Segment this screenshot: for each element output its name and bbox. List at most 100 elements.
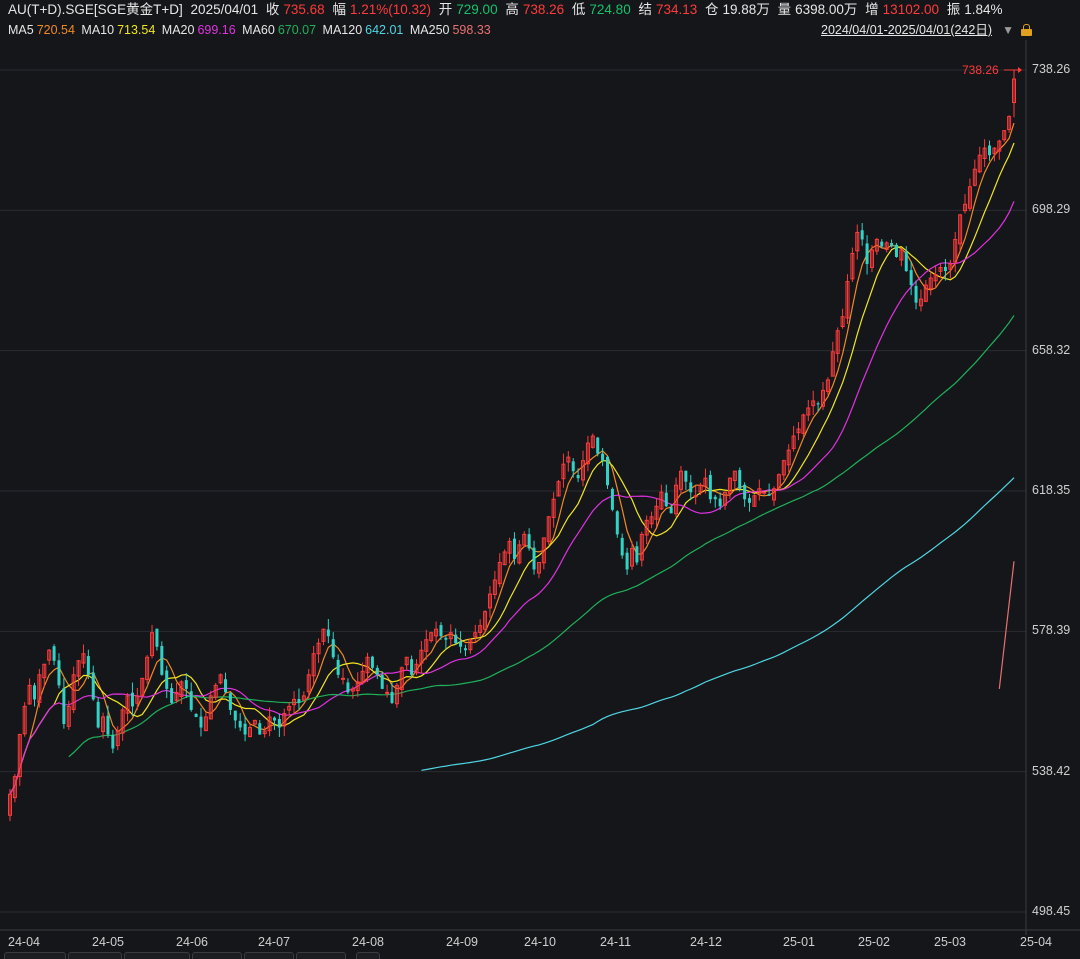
candle-body-up xyxy=(292,698,297,706)
symbol-name[interactable]: AU(T+D).SGE[SGE黄金T+D] xyxy=(8,2,183,17)
candle-body-up xyxy=(698,484,703,493)
candle-body-up xyxy=(639,533,644,561)
candle-body-down xyxy=(904,251,908,272)
quote-header: AU(T+D).SGE[SGE黄金T+D] 2025/04/01 收 735.68… xyxy=(0,0,1080,20)
candle-body-up xyxy=(365,656,370,674)
candle-body-down xyxy=(277,719,281,728)
candle-body-down xyxy=(62,688,66,724)
candle-body-up xyxy=(551,498,556,518)
candle-body-up xyxy=(27,684,32,705)
candle-body-down xyxy=(165,670,169,689)
candle-body-up xyxy=(404,656,409,666)
ma-line-ma120 xyxy=(421,477,1015,771)
candle-body-up xyxy=(727,477,732,494)
candle-body-up xyxy=(517,544,522,564)
ma5-label: MA5 xyxy=(8,23,34,37)
date-range-selector[interactable]: 2024/04/01-2025/04/01(242日) xyxy=(821,23,992,37)
candle-body-down xyxy=(459,641,463,647)
candle-body-up xyxy=(399,667,404,690)
candle-body-up xyxy=(732,470,737,481)
candle-body-down xyxy=(228,693,232,710)
x-tick-label: 24-08 xyxy=(352,935,384,949)
candle-body-down xyxy=(713,496,717,500)
indicator-tab[interactable] xyxy=(356,952,380,959)
x-tick-label: 25-02 xyxy=(858,935,890,949)
candle-body-down xyxy=(439,625,443,637)
candle-body-up xyxy=(967,186,972,209)
candle-body-up xyxy=(101,716,106,732)
ma250-label: MA250 xyxy=(409,23,450,37)
candle-body-up xyxy=(585,442,590,465)
candle-body-down xyxy=(375,667,379,675)
candle-body-down xyxy=(664,492,668,507)
candle-body-up xyxy=(938,267,943,272)
candle-body-up xyxy=(22,705,27,735)
candle-body-up xyxy=(757,488,762,495)
candle-body-up xyxy=(487,593,492,609)
candle-body-up xyxy=(252,719,257,725)
candle-body-down xyxy=(258,723,262,735)
candle-body-down xyxy=(346,682,350,693)
indicator-tab[interactable] xyxy=(124,952,190,959)
candle-body-down xyxy=(601,453,605,461)
candle-body-down xyxy=(718,498,722,507)
indicator-tab[interactable] xyxy=(68,952,122,959)
candle-body-up xyxy=(629,547,634,567)
y-tick-label: 738.26 xyxy=(1032,62,1071,76)
candle-body-up xyxy=(997,140,1002,152)
candle-body-up xyxy=(982,147,987,160)
candle-body-up xyxy=(801,414,806,434)
low-value: 724.80 xyxy=(589,2,631,17)
candle-body-down xyxy=(170,688,174,703)
candle-body-up xyxy=(316,642,321,655)
x-tick-label: 24-04 xyxy=(8,935,40,949)
candle-body-up xyxy=(473,632,478,638)
oi-value: 19.88万 xyxy=(722,2,770,17)
candle-body-up xyxy=(71,674,76,710)
candle-body-up xyxy=(820,389,825,407)
candle-body-down xyxy=(816,403,820,405)
grid-lines xyxy=(0,40,1080,935)
candle-body-up xyxy=(674,484,679,515)
candle-body-down xyxy=(527,534,531,549)
x-tick-label: 24-05 xyxy=(92,935,124,949)
ma120-label: MA120 xyxy=(322,23,363,37)
candle-body-up xyxy=(478,625,483,633)
candle-body-up xyxy=(145,656,150,681)
high-marker-arrowhead xyxy=(1018,67,1022,73)
candle-body-down xyxy=(272,717,276,721)
candle-body-up xyxy=(649,516,654,525)
candle-body-down xyxy=(615,511,619,535)
candle-body-up xyxy=(267,716,272,732)
candle-body-up xyxy=(899,249,904,261)
candle-body-up xyxy=(825,379,830,392)
candle-body-up xyxy=(678,470,683,490)
candle-body-down xyxy=(576,475,580,479)
indicator-tab[interactable] xyxy=(192,952,242,959)
candle-body-up xyxy=(42,663,47,679)
candle-body-up xyxy=(835,330,840,354)
ma10-value: 713.54 xyxy=(117,23,156,37)
kline-chart[interactable]: 738.26 xyxy=(0,40,1080,935)
candle-body-down xyxy=(463,648,467,651)
candle-body-up xyxy=(81,653,86,664)
candle-body-up xyxy=(762,491,767,494)
indicator-tab[interactable] xyxy=(296,952,346,959)
candle-body-down xyxy=(91,672,95,700)
open-value: 729.00 xyxy=(456,2,498,17)
candle-body-down xyxy=(370,656,374,668)
candle-body-up xyxy=(360,670,365,684)
moving-average-lines xyxy=(9,122,1015,795)
candle-body-down xyxy=(130,692,134,707)
high-annotation: 738.26 xyxy=(962,63,1022,77)
indicator-tab[interactable] xyxy=(244,952,294,959)
indicator-tab[interactable] xyxy=(4,952,66,959)
candle-body-up xyxy=(282,712,287,727)
candle-body-down xyxy=(865,243,869,265)
candle-body-down xyxy=(57,660,61,686)
candle-body-up xyxy=(125,695,130,714)
candle-body-down xyxy=(914,285,918,303)
candle-body-up xyxy=(869,249,874,268)
lock-icon[interactable] xyxy=(1021,24,1032,36)
chevron-down-icon[interactable]: ▼ xyxy=(1002,23,1014,37)
